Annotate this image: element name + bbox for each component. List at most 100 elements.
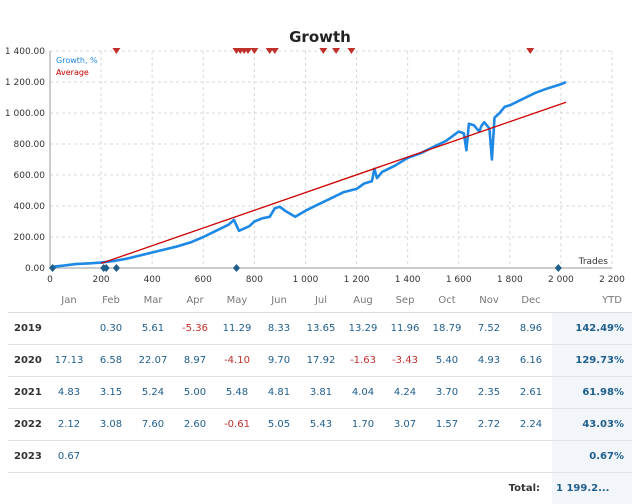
month-return-cell: 2.72 [468, 409, 510, 441]
month-return-cell: 5.05 [258, 409, 300, 441]
month-return-cell: 4.93 [468, 345, 510, 377]
month-return-cell: 0.67 [48, 441, 90, 473]
total-value: 1 199.2... [552, 473, 632, 504]
column-header: Nov [468, 288, 510, 313]
month-return-cell: 4.83 [48, 377, 90, 409]
month-return-cell: 3.70 [426, 377, 468, 409]
x-tick-label: 2 000 [548, 275, 574, 285]
month-return-cell [342, 441, 384, 473]
column-header: Feb [90, 288, 132, 313]
x-tick-label: 1 800 [497, 275, 523, 285]
year-cell: 2019 [8, 313, 48, 345]
month-return-cell: 3.15 [90, 377, 132, 409]
x-tick-label: 1 200 [344, 275, 370, 285]
y-tick-label: 600.00 [14, 171, 46, 181]
month-return-cell: 7.52 [468, 313, 510, 345]
year-cell: 2021 [8, 377, 48, 409]
month-return-cell: 8.97 [174, 345, 216, 377]
column-header: Sep [384, 288, 426, 313]
month-return-cell: 5.24 [132, 377, 174, 409]
column-header [8, 288, 48, 313]
ytd-cell: 0.67% [552, 441, 632, 473]
month-return-cell: 2.61 [510, 377, 552, 409]
y-tick-label: 400.00 [14, 202, 46, 212]
month-return-cell: -3.43 [384, 345, 426, 377]
top-trade-marker [250, 48, 258, 54]
year-cell: 2022 [8, 409, 48, 441]
month-return-cell [384, 441, 426, 473]
month-return-cell: -0.61 [216, 409, 258, 441]
month-return-cell: 3.08 [90, 409, 132, 441]
month-return-cell: 3.07 [384, 409, 426, 441]
month-return-cell: 4.81 [258, 377, 300, 409]
ytd-cell: 43.03% [552, 409, 632, 441]
month-return-cell: 4.24 [384, 377, 426, 409]
x-tick-label: 800 [246, 275, 263, 285]
x-tick-label: 1 600 [446, 275, 472, 285]
y-tick-label: 1 000.00 [5, 109, 45, 119]
average-series-line [101, 102, 566, 263]
y-tick-label: 1 200.00 [5, 78, 45, 88]
ytd-cell: 129.73% [552, 345, 632, 377]
month-return-cell [300, 441, 342, 473]
month-return-cell: 11.96 [384, 313, 426, 345]
total-row: Total:1 199.2... [8, 473, 632, 504]
legend-entry: Growth, % [56, 56, 98, 65]
month-return-cell [132, 441, 174, 473]
month-return-cell: 5.00 [174, 377, 216, 409]
column-header: Jan [48, 288, 90, 313]
month-return-cell [48, 313, 90, 345]
column-header: Jun [258, 288, 300, 313]
ytd-cell: 61.98% [552, 377, 632, 409]
column-header: YTD [552, 288, 632, 313]
chart-title: Growth [289, 28, 351, 46]
month-return-cell [468, 441, 510, 473]
month-return-cell: 8.96 [510, 313, 552, 345]
month-return-cell [174, 441, 216, 473]
month-return-cell: 4.04 [342, 377, 384, 409]
month-return-cell: 5.40 [426, 345, 468, 377]
y-tick-label: 1 400.00 [5, 47, 45, 57]
x-tick-label: 2 200 [599, 275, 625, 285]
month-return-cell [426, 441, 468, 473]
month-return-cell: 22.07 [132, 345, 174, 377]
month-return-cell: 2.24 [510, 409, 552, 441]
bottom-trade-marker [113, 264, 120, 272]
x-tick-label: 600 [195, 275, 212, 285]
month-return-cell: -4.10 [216, 345, 258, 377]
month-return-cell: 2.60 [174, 409, 216, 441]
column-header: Mar [132, 288, 174, 313]
x-tick-label: 400 [144, 275, 161, 285]
month-return-cell: 6.58 [90, 345, 132, 377]
x-tick-label: 0 [47, 275, 53, 285]
month-return-cell: 5.43 [300, 409, 342, 441]
month-return-cell: 13.29 [342, 313, 384, 345]
month-return-cell: 0.30 [90, 313, 132, 345]
month-return-cell: 7.60 [132, 409, 174, 441]
column-header: Dec [510, 288, 552, 313]
month-return-cell [510, 441, 552, 473]
y-tick-label: 800.00 [14, 140, 46, 150]
column-header: Aug [342, 288, 384, 313]
month-return-cell: 13.65 [300, 313, 342, 345]
month-return-cell: 1.57 [426, 409, 468, 441]
month-return-cell: 2.35 [468, 377, 510, 409]
x-axis-label: Trades [578, 257, 609, 267]
month-return-cell: 5.48 [216, 377, 258, 409]
month-return-cell: 5.61 [132, 313, 174, 345]
x-tick-label: 1 400 [395, 275, 421, 285]
year-cell: 2020 [8, 345, 48, 377]
grid-lines [50, 51, 612, 268]
x-tick-label: 200 [92, 275, 109, 285]
column-header: Jul [300, 288, 342, 313]
top-trade-marker [112, 48, 120, 54]
month-return-cell: -1.63 [342, 345, 384, 377]
month-return-cell [90, 441, 132, 473]
month-return-cell: 8.33 [258, 313, 300, 345]
